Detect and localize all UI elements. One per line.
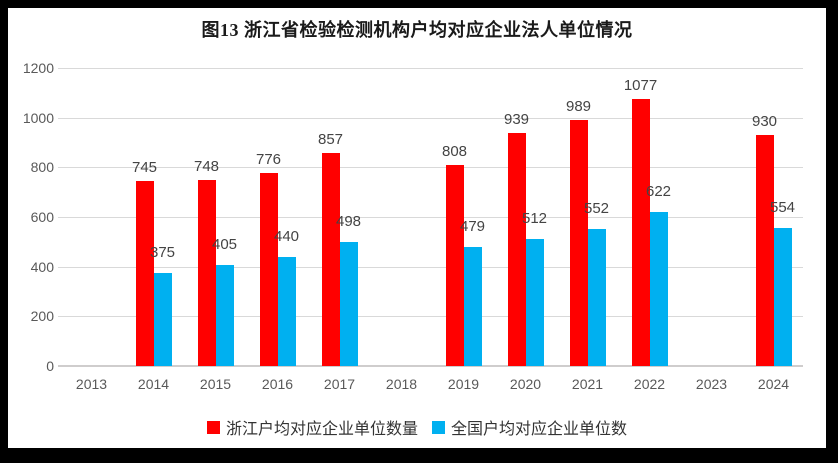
x-axis-tick-2016: 2016 (261, 376, 294, 392)
gridline-1200 (58, 68, 803, 69)
bar-zhejiang-2016 (259, 173, 278, 366)
bar-national-2024 (773, 228, 792, 366)
legend: 浙江户均对应企业单位数量 全国户均对应企业单位数 (8, 415, 826, 439)
y-axis-tick-800: 800 (30, 159, 54, 176)
bar-zhejiang-2014 (135, 180, 154, 366)
x-axis-tick-2023: 2023 (695, 376, 728, 392)
x-axis-tick-2013: 2013 (75, 376, 108, 392)
plot-area: 0 200 400 600 800 1000 1200 2013 2014 745 375 2015 7… (8, 8, 826, 448)
legend-swatch-national-icon (432, 420, 445, 434)
data-label-national-2024: 554 (769, 199, 796, 217)
bar-zhejiang-2015 (197, 180, 216, 366)
data-label-national-2022: 622 (645, 182, 672, 200)
x-axis-line (58, 365, 803, 367)
data-label-national-2020: 512 (521, 209, 548, 227)
bar-national-2022 (649, 211, 668, 366)
data-label-zhejiang-2014: 745 (131, 158, 158, 176)
y-axis-tick-1200: 1200 (22, 60, 54, 76)
x-axis-tick-2017: 2017 (323, 376, 356, 392)
y-axis-tick-600: 600 (30, 209, 54, 225)
x-axis-tick-2022: 2022 (633, 376, 666, 392)
legend-item-zhejiang: 浙江户均对应企业单位数量 (206, 415, 418, 439)
bar-zhejiang-2024 (755, 135, 774, 366)
bar-national-2021 (587, 228, 606, 366)
gridline-200 (58, 316, 803, 318)
data-label-zhejiang-2016: 776 (255, 151, 282, 169)
bar-national-2017 (339, 242, 358, 366)
data-label-zhejiang-2019: 808 (441, 143, 468, 161)
bar-zhejiang-2019 (445, 165, 464, 366)
x-axis-tick-2014: 2014 (137, 376, 170, 392)
gridline-600 (58, 217, 803, 218)
gridline-800 (58, 167, 803, 169)
bar-national-2019 (463, 247, 482, 366)
data-label-national-2019: 479 (459, 218, 486, 236)
x-axis-tick-2019: 2019 (447, 376, 480, 392)
data-label-national-2014: 375 (149, 243, 176, 261)
legend-item-national: 全国户均对应企业单位数 (432, 415, 627, 439)
x-axis-tick-2021: 2021 (571, 376, 604, 392)
chart-title: 图13 浙江省检验检测机构户均对应企业法人单位情况 (201, 20, 633, 40)
y-axis-tick-0: 0 (46, 358, 54, 374)
data-label-national-2016: 440 (273, 227, 300, 245)
legend-label-national: 全国户均对应企业单位数 (451, 421, 628, 438)
bar-zhejiang-2020 (507, 132, 526, 366)
data-label-national-2015: 405 (211, 236, 238, 254)
bar-zhejiang-2017 (321, 153, 340, 366)
x-axis-tick-2015: 2015 (199, 376, 232, 392)
legend-swatch-zhejiang-icon (206, 420, 220, 434)
bar-national-2015 (215, 265, 234, 366)
chart-area: 图13 浙江省检验检测机构户均对应企业法人单位情况 0 200 400 600 800 1… (8, 8, 826, 448)
bar-zhejiang-2021 (569, 120, 588, 366)
data-label-zhejiang-2017: 857 (317, 131, 344, 149)
y-axis-tick-400: 400 (30, 258, 54, 275)
data-label-zhejiang-2015: 748 (193, 158, 220, 176)
x-axis-tick-2018: 2018 (385, 376, 418, 392)
x-axis-tick-2020: 2020 (509, 376, 542, 392)
data-label-zhejiang-2024: 930 (751, 113, 778, 131)
legend-label-zhejiang: 浙江户均对应企业单位数量 (225, 421, 418, 438)
gridline-400 (58, 266, 803, 268)
data-label-zhejiang-2021: 989 (565, 98, 592, 116)
bar-national-2014 (153, 272, 172, 366)
bar-zhejiang-2022 (631, 98, 650, 366)
y-axis-tick-1000: 1000 (22, 109, 54, 126)
data-label-zhejiang-2020: 939 (503, 110, 530, 128)
gridline-1000 (58, 117, 803, 119)
bar-national-2020 (525, 238, 544, 366)
data-label-national-2017: 498 (335, 213, 362, 231)
x-axis-tick-2024: 2024 (757, 376, 790, 392)
bar-national-2016 (277, 256, 296, 366)
y-axis-tick-200: 200 (30, 308, 54, 325)
data-label-national-2021: 552 (583, 199, 610, 217)
data-label-zhejiang-2022: 1077 (623, 76, 658, 94)
